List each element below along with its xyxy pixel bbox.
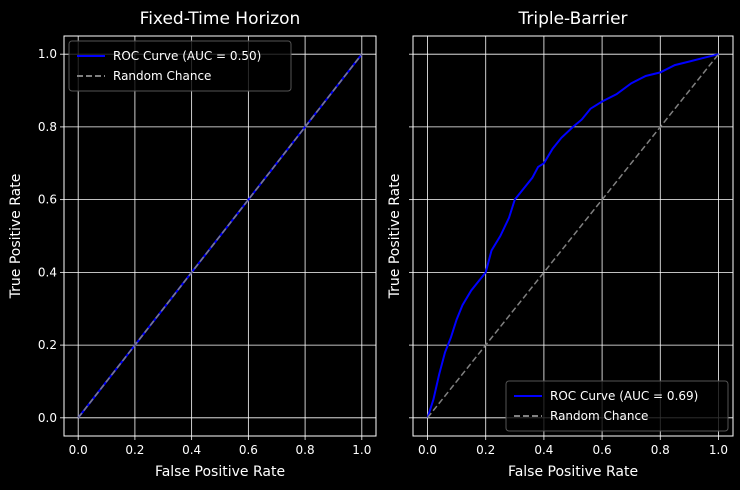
x-tick-label: 0.8 [296,443,315,457]
axes-frame [63,35,377,437]
axis-ticks: 0.0 0.2 0.4 0.6 0.8 1.0 0.0 0.2 0.4 0.6 0.8 1.0 [38,47,371,457]
y-tick-label: 0.2 [38,338,57,352]
legend-box [505,380,729,432]
x-tick-label: 0.2 [476,443,495,457]
legend: ROC Curve (AUC = 0.50) Random Chance [68,40,292,92]
legend-box [68,40,292,92]
x-tick-label: 0.6 [593,443,612,457]
chart-panel-fixed-time-horizon: 0.0 0.2 0.4 0.6 0.8 1.0 0.0 0.2 0.4 0.6 0.8 1.0 Fix… [8,9,377,480]
y-axis-label: True Positive Rate [387,174,403,300]
legend: ROC Curve (AUC = 0.69) Random Chance [505,380,729,432]
legend-label: ROC Curve (AUC = 0.50) [113,49,261,63]
y-tick-label: 0.0 [38,411,57,425]
chart-title: Fixed-Time Horizon [140,9,301,29]
x-tick-label: 1.0 [352,443,371,457]
x-axis-label: False Positive Rate [508,464,638,480]
x-tick-label: 1.0 [709,443,728,457]
x-tick-label: 0.0 [69,443,88,457]
chart-panel-triple-barrier: 0.0 0.2 0.4 0.6 0.8 1.0 Triple-Barrier False … [387,9,734,480]
legend-label: Random Chance [113,69,211,83]
axes-frame [412,35,734,437]
series-lines [77,53,363,419]
y-tick-label: 0.6 [38,193,57,207]
series-lines [426,53,720,419]
roc-curve-line [426,53,719,419]
grid-lines [64,36,376,436]
y-tick-label: 1.0 [38,47,57,61]
y-tick-label: 0.4 [38,265,57,279]
y-tick-label: 0.8 [38,120,57,134]
x-tick-label: 0.8 [651,443,670,457]
axis-ticks: 0.0 0.2 0.4 0.6 0.8 1.0 [409,53,728,457]
x-tick-label: 0.0 [418,443,437,457]
x-tick-label: 0.4 [534,443,553,457]
x-tick-label: 0.4 [182,443,201,457]
legend-label: ROC Curve (AUC = 0.69) [550,389,698,403]
chart-title: Triple-Barrier [517,9,627,29]
random-chance-line [426,53,720,419]
x-tick-label: 0.2 [125,443,144,457]
x-axis-label: False Positive Rate [155,464,285,480]
y-axis-label: True Positive Rate [8,174,24,300]
legend-label: Random Chance [550,409,648,423]
x-tick-label: 0.6 [239,443,258,457]
random-chance-line [77,53,363,419]
